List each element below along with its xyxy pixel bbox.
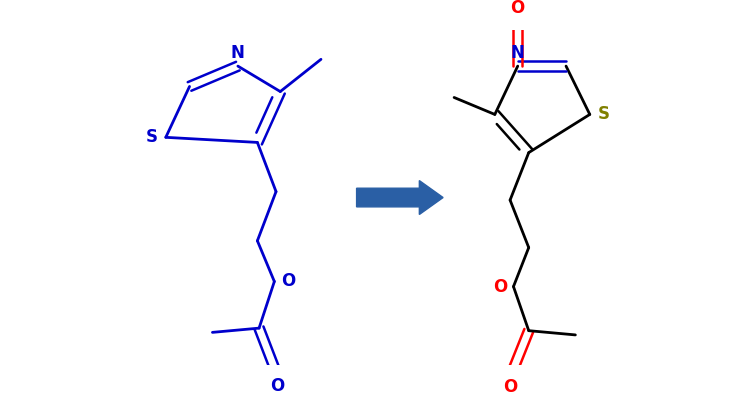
Text: O: O [503,378,518,395]
Text: O: O [281,273,295,290]
Text: N: N [230,43,244,62]
Text: S: S [598,105,610,123]
Text: O: O [270,377,285,395]
Text: S: S [145,128,157,146]
Text: O: O [493,278,507,295]
FancyArrow shape [357,181,443,214]
Text: N: N [511,43,525,62]
Text: O: O [510,0,525,17]
